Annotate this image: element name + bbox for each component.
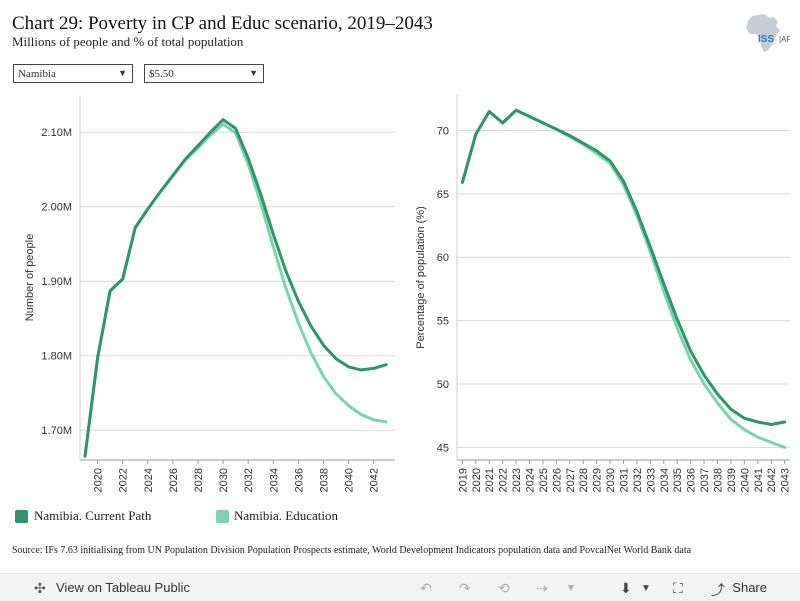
x-tick-label: 2036 bbox=[686, 468, 698, 492]
x-tick-label: 2036 bbox=[293, 468, 305, 492]
legend-label-current-path[interactable]: Namibia. Current Path bbox=[34, 508, 152, 523]
chevron-down-icon: ▼ bbox=[118, 68, 127, 78]
x-tick-label: 2020 bbox=[93, 468, 105, 492]
legend-swatch-current-path[interactable] bbox=[15, 510, 28, 523]
share-icon[interactable]: ⤴ bbox=[711, 582, 725, 598]
series-line-education bbox=[83, 122, 388, 458]
x-tick-label: 2040 bbox=[344, 468, 356, 492]
x-tick-label: 2041 bbox=[753, 468, 765, 492]
chart-title: Chart 29: Poverty in CP and Educ scenari… bbox=[12, 13, 433, 34]
series-line-current-path bbox=[460, 108, 787, 426]
x-tick-label: 2026 bbox=[551, 468, 563, 492]
y-tick-label: 45 bbox=[437, 442, 449, 454]
chevron-down-icon: ▼ bbox=[249, 68, 258, 78]
x-tick-label: 2021 bbox=[484, 468, 496, 492]
legend-label-education[interactable]: Namibia. Education bbox=[234, 508, 338, 523]
x-tick-label: 2022 bbox=[118, 468, 130, 492]
revert-icon[interactable]: ⟲ bbox=[498, 580, 510, 596]
x-tick-label: 2022 bbox=[498, 468, 510, 492]
iss-africa-logo: ISS |AF bbox=[738, 12, 791, 54]
legend-swatch-education[interactable] bbox=[216, 510, 229, 523]
country-dropdown-value: Namibia bbox=[18, 68, 56, 80]
fullscreen-icon[interactable]: ⛶ bbox=[673, 580, 683, 596]
x-tick-label: 2019 bbox=[457, 468, 469, 492]
x-tick-label: 2030 bbox=[218, 468, 230, 492]
chart-subtitle: Millions of people and % of total popula… bbox=[12, 34, 244, 49]
svg-text:ISS: ISS bbox=[758, 34, 774, 45]
redo-icon[interactable]: ↷ bbox=[459, 580, 471, 596]
series-line-education bbox=[460, 108, 787, 449]
tableau-footer: ✣ View on Tableau Public ↶ ↷ ⟲ ⇢ ▼ ⬇ ▼ ⛶… bbox=[0, 573, 800, 601]
x-tick-label: 2027 bbox=[565, 468, 577, 492]
x-tick-label: 2024 bbox=[143, 468, 155, 492]
y-axis-title: Percentage of population (%) bbox=[415, 206, 427, 348]
x-tick-label: 2028 bbox=[193, 468, 205, 492]
x-tick-label: 2025 bbox=[538, 468, 550, 492]
x-tick-label: 2024 bbox=[525, 468, 537, 492]
x-tick-label: 2031 bbox=[619, 468, 631, 492]
x-tick-label: 2034 bbox=[659, 468, 671, 492]
x-tick-label: 2029 bbox=[592, 468, 604, 492]
x-tick-label: 2032 bbox=[243, 468, 255, 492]
undo-icon[interactable]: ↶ bbox=[420, 580, 432, 596]
x-tick-label: 2035 bbox=[672, 468, 684, 492]
x-tick-label: 2039 bbox=[726, 468, 738, 492]
x-tick-label: 2034 bbox=[268, 468, 280, 492]
x-tick-label: 2043 bbox=[780, 468, 792, 492]
y-tick-label: 65 bbox=[437, 189, 449, 201]
chevron-down-icon[interactable]: ▼ bbox=[566, 583, 576, 594]
y-tick-label: 2.00M bbox=[41, 202, 72, 214]
y-tick-label: 2.10M bbox=[41, 127, 72, 139]
share-button[interactable]: Share bbox=[732, 580, 767, 595]
x-tick-label: 2028 bbox=[578, 468, 590, 492]
x-tick-label: 2023 bbox=[511, 468, 523, 492]
refresh-icon[interactable]: ⇢ bbox=[536, 580, 548, 596]
poverty-line-dropdown-value: $5.50 bbox=[149, 68, 174, 80]
x-tick-label: 2033 bbox=[645, 468, 657, 492]
poverty-line-dropdown[interactable]: $5.50 ▼ bbox=[144, 64, 264, 83]
y-tick-label: 1.90M bbox=[41, 276, 72, 288]
y-axis-title: Number of people bbox=[24, 234, 36, 321]
y-tick-label: 70 bbox=[437, 125, 449, 137]
x-tick-label: 2020 bbox=[471, 468, 483, 492]
country-dropdown[interactable]: Namibia ▼ bbox=[13, 64, 133, 83]
tableau-logo-icon: ✣ bbox=[34, 580, 46, 596]
y-tick-label: 1.70M bbox=[41, 425, 72, 437]
y-tick-label: 60 bbox=[437, 252, 449, 264]
x-tick-label: 2026 bbox=[168, 468, 180, 492]
x-tick-label: 2042 bbox=[369, 468, 381, 492]
x-tick-label: 2038 bbox=[318, 468, 330, 492]
view-on-tableau-link[interactable]: View on Tableau Public bbox=[56, 580, 190, 595]
chevron-down-icon[interactable]: ▼ bbox=[641, 583, 651, 594]
series-line-current-path bbox=[83, 118, 388, 458]
y-tick-label: 55 bbox=[437, 316, 449, 328]
x-tick-label: 2030 bbox=[605, 468, 617, 492]
x-tick-label: 2038 bbox=[712, 468, 724, 492]
y-tick-label: 1.80M bbox=[41, 351, 72, 363]
source-note: Source: IFs 7.63 initialising from UN Po… bbox=[12, 545, 692, 556]
x-tick-label: 2042 bbox=[766, 468, 778, 492]
download-icon[interactable]: ⬇ bbox=[620, 580, 632, 596]
x-tick-label: 2040 bbox=[739, 468, 751, 492]
x-tick-label: 2032 bbox=[632, 468, 644, 492]
svg-text:|AF: |AF bbox=[779, 35, 790, 44]
x-tick-label: 2037 bbox=[699, 468, 711, 492]
y-tick-label: 50 bbox=[437, 379, 449, 391]
